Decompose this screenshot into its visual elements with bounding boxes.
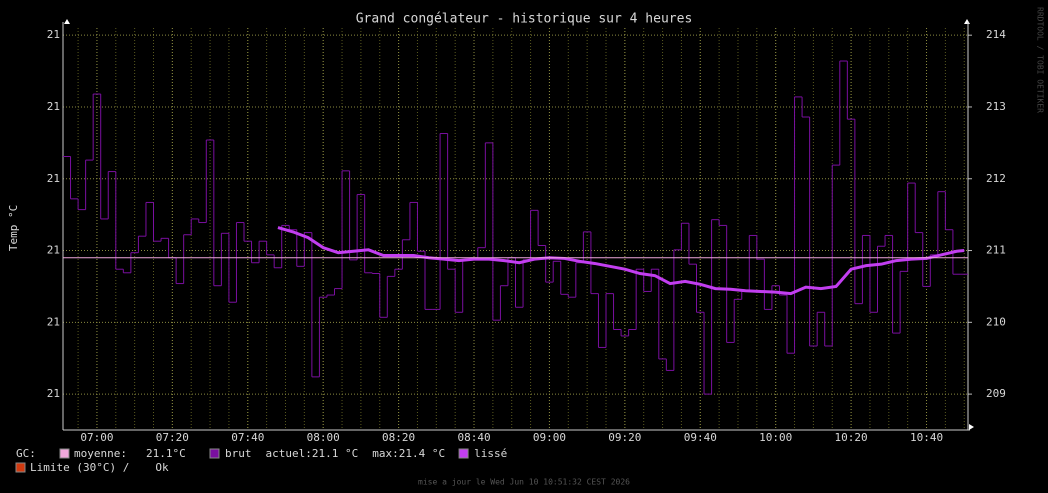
x-tick-label: 08:20 xyxy=(382,431,415,444)
legend-prefix: GC: xyxy=(16,447,36,460)
x-tick-label: 08:00 xyxy=(307,431,340,444)
x-tick-label: 07:20 xyxy=(156,431,189,444)
y-tick-label: 21 xyxy=(47,28,60,41)
legend-swatch xyxy=(209,448,220,459)
legend-label: moyenne: xyxy=(74,447,127,460)
x-tick-label: 07:40 xyxy=(231,431,264,444)
chart-title: Grand congélateur - historique sur 4 heu… xyxy=(356,12,693,27)
y2-tick-label: 209 xyxy=(986,387,1006,400)
y-tick-label: 21 xyxy=(47,315,60,328)
data-line xyxy=(277,226,965,296)
y2-tick-label: 210 xyxy=(986,315,1006,328)
y-tick-label: 21 xyxy=(47,100,60,113)
x-tick-label: 08:40 xyxy=(457,431,490,444)
y-tick-label: 21 xyxy=(47,387,60,400)
x-tick-label: 09:20 xyxy=(608,431,641,444)
axis-arrow xyxy=(64,19,70,24)
legend-status: Ok xyxy=(155,461,169,474)
legend-stat: max:21.4 °C xyxy=(372,447,445,460)
legend-value: 21.1°C xyxy=(146,447,186,460)
y2-tick-label: 211 xyxy=(986,244,1006,257)
y2-tick-label: 213 xyxy=(986,100,1006,113)
x-tick-label: 09:00 xyxy=(533,431,566,444)
legend-label: Limite (30°C) / xyxy=(30,461,129,474)
legend-label: brut xyxy=(225,447,252,460)
legend-swatch xyxy=(15,462,26,473)
legend-swatch xyxy=(458,448,469,459)
axis-arrow xyxy=(969,424,974,430)
y-axis-label: Temp °C xyxy=(7,205,20,251)
legend-swatch xyxy=(59,448,70,459)
y-tick-label: 21 xyxy=(47,244,60,257)
y2-tick-label: 214 xyxy=(986,28,1006,41)
y2-tick-label: 212 xyxy=(986,172,1006,185)
y-tick-label: 21 xyxy=(47,172,60,185)
x-tick-label: 09:40 xyxy=(684,431,717,444)
legend-label: lissé xyxy=(474,447,507,460)
x-tick-label: 07:00 xyxy=(80,431,113,444)
side-text: RRDTOOL / TOBI OETIKER xyxy=(1036,7,1045,113)
legend-stat: actuel:21.1 °C xyxy=(266,447,359,460)
footer: mise a jour le Wed Jun 10 10:51:32 CEST … xyxy=(418,478,630,487)
x-tick-label: 10:40 xyxy=(910,431,943,444)
x-tick-label: 10:00 xyxy=(759,431,792,444)
x-tick-label: 10:20 xyxy=(835,431,868,444)
